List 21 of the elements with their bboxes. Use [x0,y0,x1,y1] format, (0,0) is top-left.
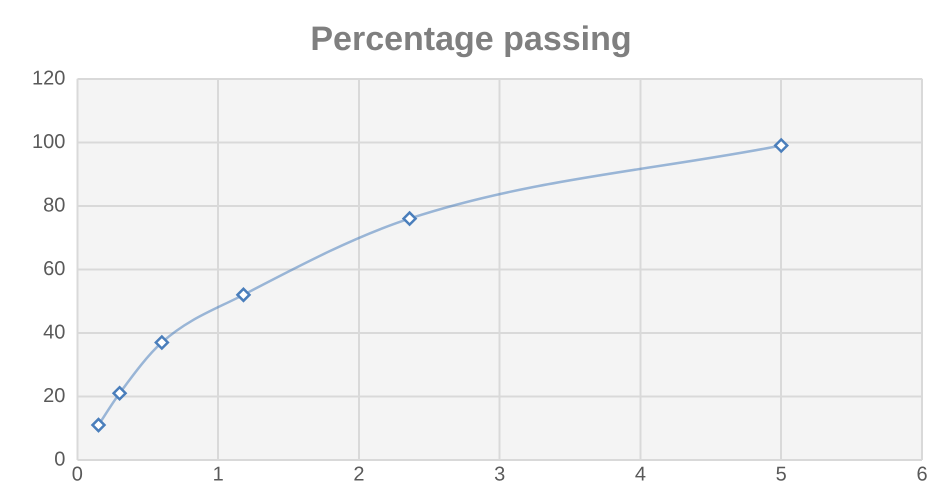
x-tick-label: 6 [916,464,928,486]
x-tick-label: 3 [494,464,506,486]
y-tick-label: 120 [32,67,66,90]
y-tick-label: 40 [43,321,66,344]
y-tick-label: 80 [43,194,66,216]
y-tick-label: 0 [54,448,66,471]
y-tick-label: 60 [43,258,66,280]
point [236,288,251,302]
x-tick-label: 0 [72,464,83,486]
y-tick-label: 100 [32,130,66,153]
point [112,386,127,401]
y-tick-label: 20 [43,384,66,407]
chart-title: Percentage passing [310,20,632,58]
x-tick-label: 4 [634,464,646,486]
x-tick-label: 1 [212,464,224,486]
point [154,335,170,350]
point [91,418,106,432]
point [402,211,417,226]
point [774,138,788,153]
x-tick-label: 2 [353,464,364,486]
x-tick-label: 5 [776,464,787,486]
